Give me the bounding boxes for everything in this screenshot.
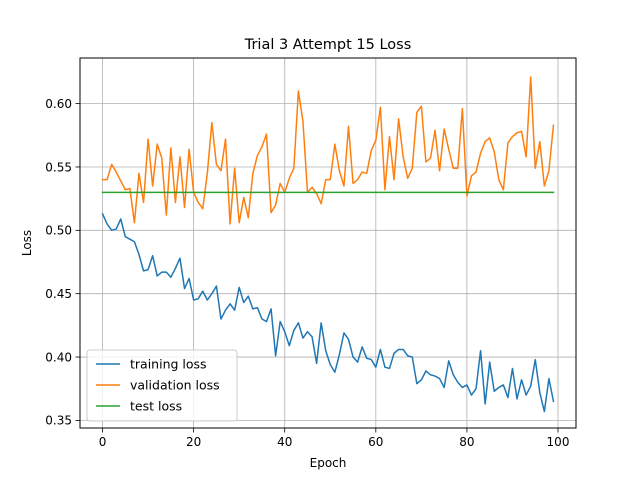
y-tick-label: 0.40 xyxy=(45,350,72,364)
legend-box xyxy=(86,349,238,422)
x-axis-label: Epoch xyxy=(310,456,347,470)
y-tick-label: 0.35 xyxy=(45,414,72,428)
x-tick-label: 80 xyxy=(459,435,474,449)
legend: training loss validation loss test loss xyxy=(86,349,238,422)
y-tick-label: 0.55 xyxy=(45,160,72,174)
x-tick-label: 40 xyxy=(277,435,292,449)
y-axis-label: Loss xyxy=(20,230,34,256)
chart-title: Trial 3 Attempt 15 Loss xyxy=(244,37,412,53)
axis-ticks: 0 20 40 60 80 100 0.35 0.40 0.45 0.50 0.55 0.60 xyxy=(45,97,569,449)
training-loss-line xyxy=(101,212,555,413)
legend-label-training-loss: training loss xyxy=(130,357,207,372)
validation-loss-line xyxy=(101,76,555,225)
legend-label-test-loss: test loss xyxy=(130,399,182,414)
x-tick-label: 60 xyxy=(368,435,383,449)
y-tick-label: 0.60 xyxy=(45,97,72,111)
x-tick-label: 0 xyxy=(99,435,107,449)
plot-frame xyxy=(79,57,577,429)
x-tick-label: 100 xyxy=(547,435,570,449)
y-tick-label: 0.50 xyxy=(45,224,72,238)
y-tick-label: 0.45 xyxy=(45,287,72,301)
legend-label-validation-loss: validation loss xyxy=(130,378,220,393)
x-tick-label: 20 xyxy=(186,435,201,449)
series-lines xyxy=(101,76,555,413)
